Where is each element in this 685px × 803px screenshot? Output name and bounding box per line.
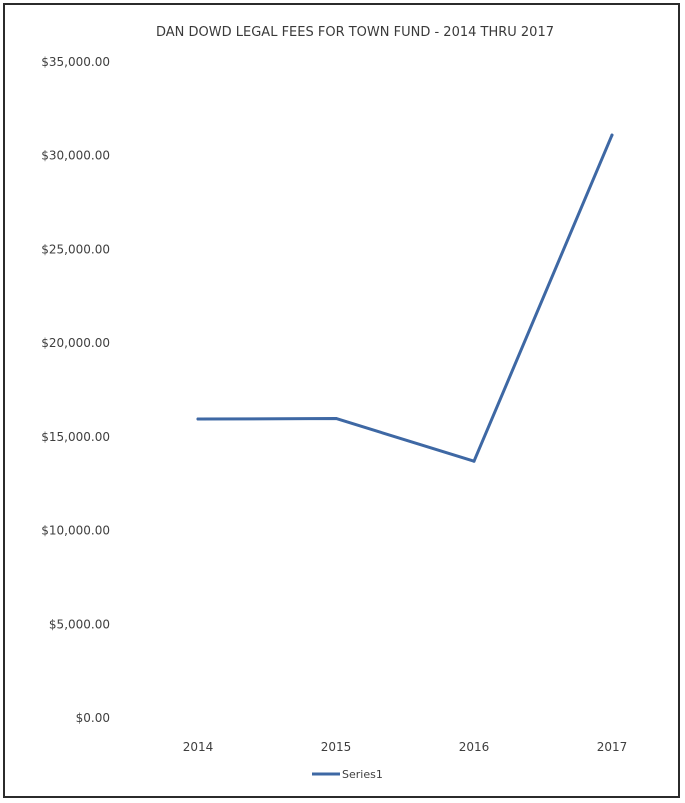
chart-title: DAN DOWD LEGAL FEES FOR TOWN FUND - 2014…: [156, 25, 554, 40]
x-tick-label: 2016: [459, 740, 490, 754]
legend-label: Series1: [342, 768, 383, 781]
data-point: [472, 459, 476, 463]
y-tick-label: $35,000.00: [41, 55, 110, 69]
y-tick-label: $0.00: [76, 711, 110, 725]
series-layer: [196, 133, 614, 463]
y-tick-label: $10,000.00: [41, 524, 110, 538]
y-tick-label: $20,000.00: [41, 336, 110, 350]
series-line: [196, 133, 614, 463]
y-tick-label: $30,000.00: [41, 149, 110, 163]
data-point: [610, 133, 614, 137]
x-axis-ticks: 2014 2015 2016 2017: [183, 740, 628, 754]
y-tick-label: $15,000.00: [41, 430, 110, 444]
x-tick-label: 2014: [183, 740, 214, 754]
y-tick-label: $25,000.00: [41, 242, 110, 256]
chart-frame: [3, 3, 680, 798]
x-tick-label: 2015: [321, 740, 352, 754]
y-tick-label: $5,000.00: [49, 617, 110, 631]
data-point: [196, 417, 200, 421]
y-axis-ticks: $0.00 $5,000.00 $10,000.00 $15,000.00 $20,00…: [41, 55, 110, 725]
x-tick-label: 2017: [597, 740, 628, 754]
data-point: [334, 416, 338, 420]
legend: Series1: [312, 768, 383, 781]
